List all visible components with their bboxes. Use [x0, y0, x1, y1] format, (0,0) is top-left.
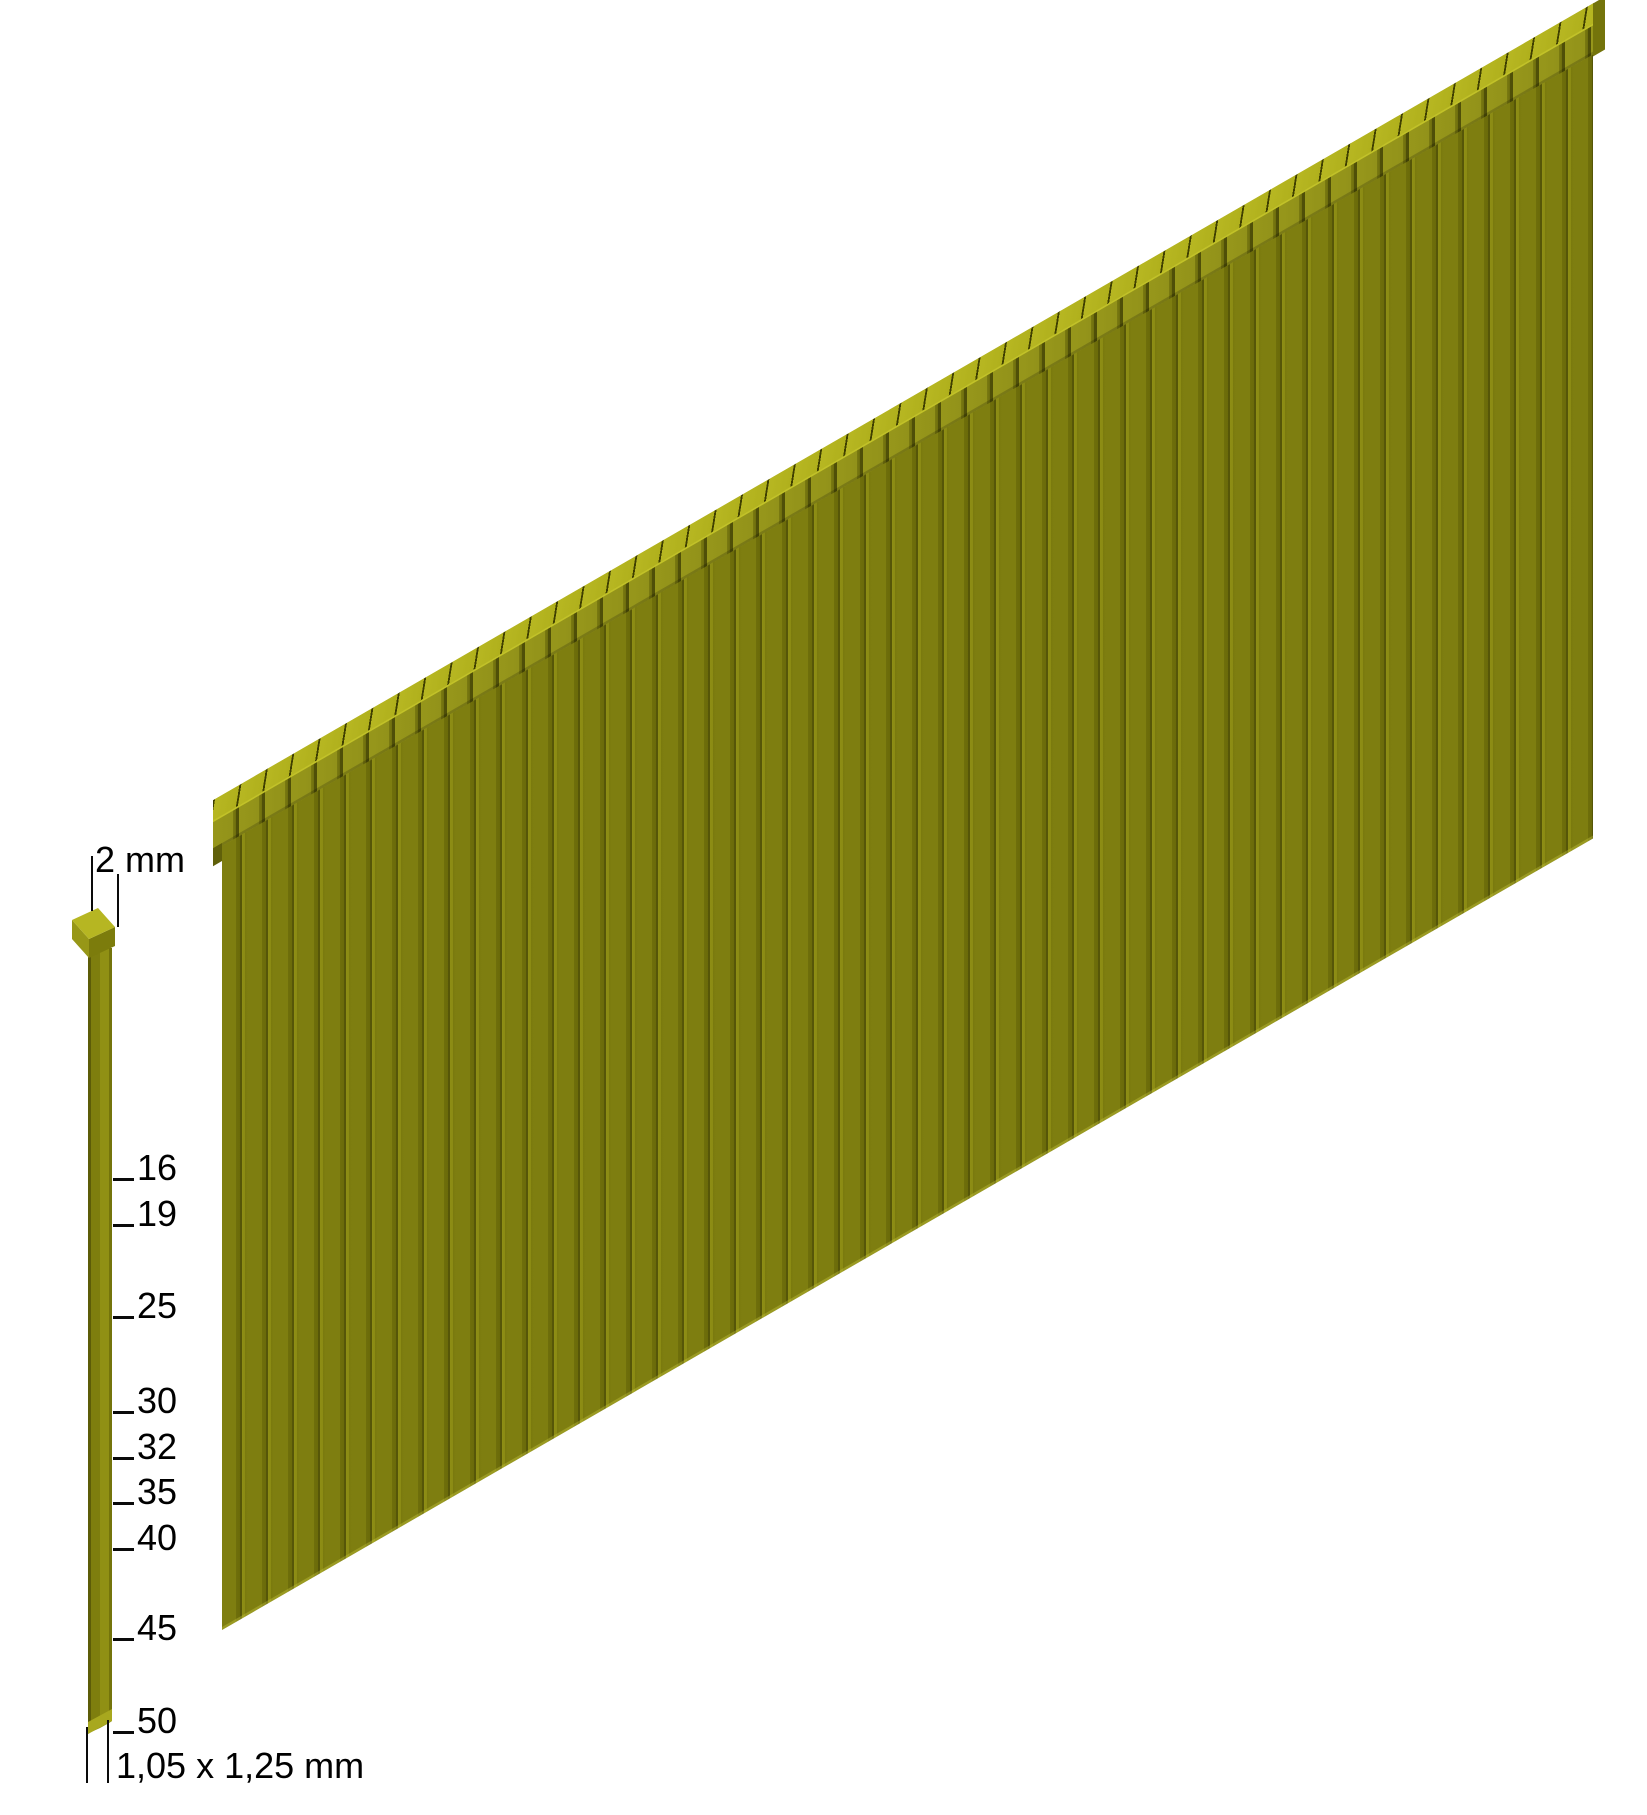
length-label: 19: [137, 1193, 178, 1234]
length-mark-30: 30: [113, 1383, 177, 1419]
head-width-dimension-label: 2 mm: [95, 839, 185, 880]
length-label: 32: [137, 1426, 178, 1467]
length-mark-25: 25: [113, 1288, 177, 1324]
head-width-tick-left: [91, 856, 93, 911]
head-width-tick-right: [117, 874, 119, 927]
length-tick-icon: [113, 1224, 134, 1227]
length-label: 16: [137, 1147, 178, 1188]
length-mark-16: 16: [113, 1150, 177, 1186]
length-label: 45: [137, 1607, 178, 1648]
nail-shank-left-edge: [88, 948, 91, 1734]
length-mark-50: 50: [113, 1703, 177, 1739]
shank-size-tick-left: [86, 1727, 88, 1783]
length-tick-icon: [113, 1178, 134, 1181]
length-mark-40: 40: [113, 1520, 177, 1556]
length-label: 50: [137, 1700, 178, 1741]
length-label: 25: [137, 1285, 178, 1326]
length-label: 30: [137, 1380, 178, 1421]
nail-shank-right-edge: [109, 948, 112, 1723]
length-mark-19: 19: [113, 1196, 177, 1232]
length-tick-icon: [113, 1638, 134, 1641]
length-tick-icon: [113, 1316, 134, 1319]
nail-shank-left-face: [91, 948, 100, 1732]
length-tick-icon: [113, 1548, 134, 1551]
length-mark-35: 35: [113, 1474, 177, 1510]
length-mark-45: 45: [113, 1610, 177, 1646]
shank-size-tick-right: [107, 1720, 109, 1783]
nail-head-left-face: [72, 920, 89, 958]
shank-size-dimension-label: 1,05 x 1,25 mm: [116, 1745, 365, 1786]
length-tick-icon: [113, 1731, 134, 1734]
nail-tip-bevel: [88, 1709, 112, 1734]
nail-head-right-face: [89, 927, 115, 958]
length-mark-32: 32: [113, 1429, 177, 1465]
length-label: 35: [137, 1471, 178, 1512]
nail-shank-right-face: [100, 948, 109, 1728]
length-label: 40: [137, 1517, 178, 1558]
nail-head-top-face: [72, 908, 115, 939]
length-tick-icon: [113, 1457, 134, 1460]
length-tick-icon: [113, 1411, 134, 1414]
length-tick-icon: [113, 1502, 134, 1505]
